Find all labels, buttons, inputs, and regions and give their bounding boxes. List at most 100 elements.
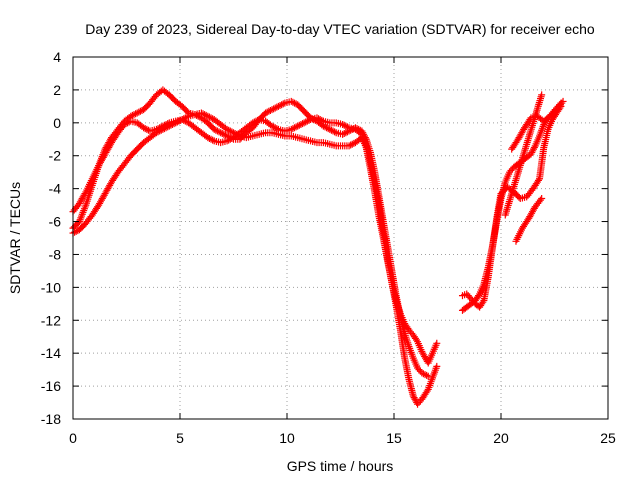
data-point-track-a <box>130 111 138 119</box>
data-point-track-c <box>172 119 180 127</box>
data-point-track-a <box>136 107 144 115</box>
y-tick-label: -6 <box>49 214 62 230</box>
data-point-track-c <box>170 120 178 128</box>
data-point-track-c <box>347 141 355 149</box>
data-point-track-b <box>300 119 308 127</box>
data-point-track-d <box>529 147 537 155</box>
data-point-track-a <box>212 126 220 134</box>
data-point-track-c <box>199 110 207 118</box>
data-point-track-c <box>177 116 185 124</box>
data-point-track-a <box>342 129 350 137</box>
data-point-track-b <box>315 115 323 123</box>
data-point-track-e <box>479 298 487 306</box>
data-point-track-a <box>331 128 339 136</box>
data-point-track-c <box>226 127 234 135</box>
data-point-track-a <box>274 102 282 110</box>
data-point-track-a <box>339 130 347 138</box>
data-point-track-a <box>266 106 274 114</box>
y-tick-label: -18 <box>41 411 61 427</box>
data-point-track-b <box>340 121 348 129</box>
x-tick-label: 25 <box>600 430 616 446</box>
y-tick-label: -12 <box>41 312 61 328</box>
data-point-track-c <box>162 124 170 132</box>
data-point-track-b <box>271 124 279 132</box>
x-tick-label: 5 <box>176 430 184 446</box>
plot-frame <box>72 56 609 420</box>
data-point-track-b <box>204 134 212 142</box>
data-point-track-b <box>270 123 278 131</box>
x-tick-label: 10 <box>279 430 295 446</box>
data-point-track-b <box>433 362 441 370</box>
data-point-track-c <box>71 228 79 236</box>
data-point-track-b <box>140 124 148 132</box>
data-point-track-c <box>201 111 209 119</box>
data-point-track-a <box>340 130 348 138</box>
data-point-isolated-points <box>538 91 546 99</box>
data-point-track-a <box>213 127 221 135</box>
data-point-track-b <box>302 118 310 126</box>
data-point-track-b <box>289 125 297 133</box>
data-point-track-c <box>173 118 181 126</box>
data-point-track-a <box>324 125 332 133</box>
data-point-track-a <box>271 104 279 112</box>
data-point-track-a <box>221 131 229 139</box>
y-tick-label: 2 <box>53 82 61 98</box>
data-point-track-c <box>178 116 186 124</box>
data-point-track-a <box>289 98 297 106</box>
data-point-track-a <box>135 108 143 116</box>
data-point-track-a <box>268 106 276 114</box>
data-point-track-c <box>183 113 191 121</box>
data-point-track-b <box>297 120 305 128</box>
data-point-track-a <box>273 103 281 111</box>
data-point-track-a <box>418 369 426 377</box>
data-point-track-b <box>122 120 130 128</box>
y-tick-label: 0 <box>53 115 61 131</box>
data-point-track-c <box>234 131 242 139</box>
data-point-track-c <box>197 109 205 117</box>
data-point-track-d <box>530 144 538 151</box>
data-point-track-c <box>230 129 237 137</box>
data-point-track-c <box>205 113 213 121</box>
data-point-track-b <box>313 114 321 122</box>
data-point-track-a <box>290 99 298 107</box>
data-point-track-d <box>528 148 536 156</box>
data-point-track-b <box>120 120 128 128</box>
data-point-track-a <box>220 130 228 138</box>
data-point-track-c <box>175 117 183 125</box>
data-point-track-b <box>303 117 311 125</box>
data-point-track-b <box>305 116 313 124</box>
data-point-track-a <box>217 129 225 137</box>
data-point-track-g <box>536 196 544 204</box>
data-point-track-b <box>343 123 351 131</box>
data-point-track-a <box>423 371 431 379</box>
data-point-track-c <box>180 115 188 123</box>
data-point-track-c <box>165 122 173 130</box>
data-point-track-a <box>327 126 335 134</box>
data-point-track-a <box>263 108 271 116</box>
data-point-track-a <box>128 111 136 119</box>
y-tick-label: -16 <box>41 378 61 394</box>
data-point-track-b <box>411 395 419 403</box>
data-point-track-b <box>81 190 89 198</box>
data-point-track-b <box>342 122 350 130</box>
x-axis-label: GPS time / hours <box>287 458 394 474</box>
data-point-track-a <box>323 124 331 132</box>
data-point-track-e <box>534 176 542 184</box>
data-point-track-b <box>226 135 234 143</box>
data-marks <box>69 86 567 408</box>
chart-title: Day 239 of 2023, Sidereal Day-to-day VTE… <box>85 21 595 37</box>
data-point-track-c <box>228 128 236 136</box>
data-point-track-f <box>559 97 567 105</box>
data-point-track-a <box>421 371 429 379</box>
data-point-track-a <box>287 97 295 105</box>
data-point-track-d <box>475 292 483 300</box>
data-point-track-c <box>412 336 420 344</box>
data-point-track-c <box>167 121 175 129</box>
x-tick-label: 20 <box>493 430 509 446</box>
data-point-track-a <box>326 125 334 133</box>
data-point-track-a <box>278 101 286 109</box>
data-point-track-a <box>210 125 218 133</box>
data-point-track-c <box>152 129 160 137</box>
data-point-track-b <box>205 134 213 142</box>
